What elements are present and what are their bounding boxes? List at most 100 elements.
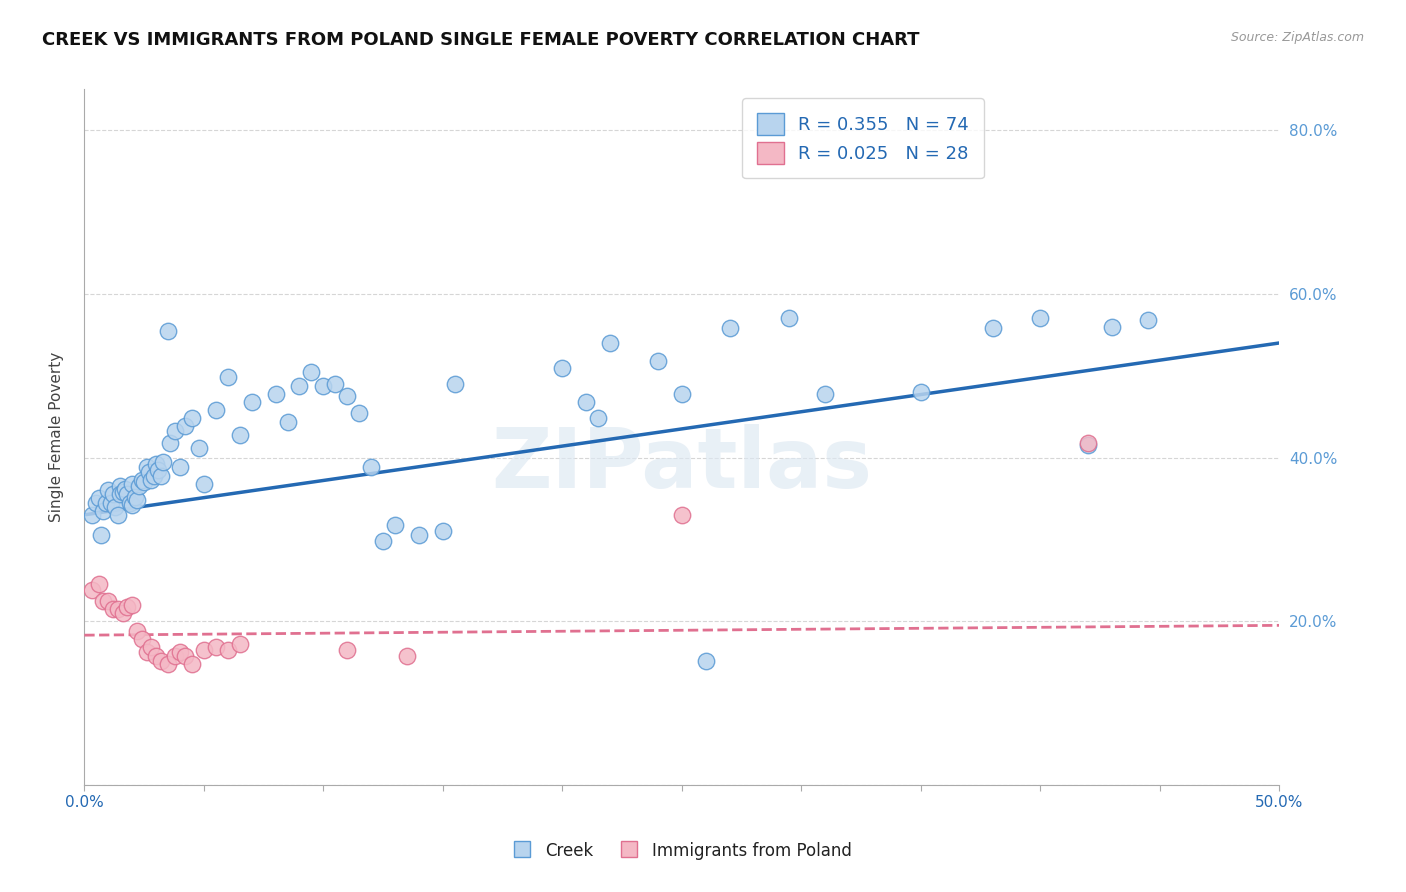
Point <box>371 534 394 549</box>
Point <box>135 460 157 475</box>
Point <box>87 491 110 506</box>
Point <box>1029 311 1052 326</box>
Point <box>205 640 228 655</box>
Point <box>93 594 115 608</box>
Point <box>93 504 115 518</box>
Text: ZIPatlas: ZIPatlas <box>492 425 872 506</box>
Point <box>647 354 669 368</box>
Point <box>205 403 228 417</box>
Point <box>141 640 163 655</box>
Point <box>128 479 150 493</box>
Point <box>80 583 103 598</box>
Point <box>149 654 172 668</box>
Point <box>148 463 170 477</box>
Point <box>288 378 311 392</box>
Point <box>432 524 454 539</box>
Point <box>408 528 430 542</box>
Point <box>264 386 287 401</box>
Point <box>118 495 141 509</box>
Point <box>135 645 157 659</box>
Point <box>575 395 598 409</box>
Point <box>97 483 120 498</box>
Point <box>588 411 610 425</box>
Point <box>159 435 181 450</box>
Point <box>240 395 263 409</box>
Point <box>814 386 837 401</box>
Point <box>277 415 299 429</box>
Point <box>173 648 195 663</box>
Point <box>157 324 180 338</box>
Point <box>384 517 406 532</box>
Point <box>80 508 103 522</box>
Point <box>180 411 202 425</box>
Point <box>217 643 239 657</box>
Point <box>138 465 160 479</box>
Point <box>121 476 143 491</box>
Point <box>142 468 165 483</box>
Point <box>671 508 693 522</box>
Point <box>117 599 139 614</box>
Point <box>101 602 124 616</box>
Point <box>336 643 359 657</box>
Point <box>132 475 156 489</box>
Point <box>228 637 252 651</box>
Point <box>131 632 153 647</box>
Point <box>1101 319 1123 334</box>
Point <box>121 598 143 612</box>
Text: Source: ZipAtlas.com: Source: ZipAtlas.com <box>1230 31 1364 45</box>
Point <box>165 648 187 663</box>
Point <box>228 427 252 442</box>
Point <box>1136 313 1159 327</box>
Point <box>173 419 195 434</box>
Point <box>180 657 202 671</box>
Point <box>193 476 215 491</box>
Point <box>149 468 172 483</box>
Point <box>107 508 129 522</box>
Point <box>131 474 153 488</box>
Point <box>100 495 122 509</box>
Point <box>360 460 382 475</box>
Point <box>114 482 136 496</box>
Point <box>104 500 127 514</box>
Point <box>551 360 574 375</box>
Point <box>97 594 120 608</box>
Point <box>349 405 371 419</box>
Legend: Creek, Immigrants from Poland: Creek, Immigrants from Poland <box>505 836 859 867</box>
Point <box>169 645 191 659</box>
Point <box>141 474 163 488</box>
Point <box>981 321 1004 335</box>
Point <box>121 498 143 512</box>
Point <box>779 311 801 326</box>
Point <box>165 425 187 439</box>
Point <box>90 528 112 542</box>
Point <box>671 386 693 401</box>
Point <box>396 648 419 663</box>
Point <box>718 321 741 335</box>
Point <box>1077 435 1099 450</box>
Point <box>101 487 124 501</box>
Point <box>86 495 108 509</box>
Point <box>125 493 148 508</box>
Y-axis label: Single Female Poverty: Single Female Poverty <box>49 352 63 522</box>
Point <box>169 460 191 475</box>
Point <box>336 389 359 403</box>
Point <box>188 441 211 455</box>
Point <box>217 370 239 384</box>
Point <box>125 624 148 638</box>
Point <box>695 654 717 668</box>
Point <box>312 378 335 392</box>
Point <box>145 457 167 471</box>
Point <box>111 606 134 620</box>
Point <box>910 385 932 400</box>
Point <box>124 490 146 504</box>
Text: CREEK VS IMMIGRANTS FROM POLAND SINGLE FEMALE POVERTY CORRELATION CHART: CREEK VS IMMIGRANTS FROM POLAND SINGLE F… <box>42 31 920 49</box>
Point <box>444 376 467 391</box>
Point <box>1077 438 1099 452</box>
Point <box>193 643 215 657</box>
Point <box>323 376 347 391</box>
Point <box>301 365 323 379</box>
Point <box>152 455 174 469</box>
Point <box>110 479 132 493</box>
Point <box>599 335 621 350</box>
Point <box>111 484 134 499</box>
